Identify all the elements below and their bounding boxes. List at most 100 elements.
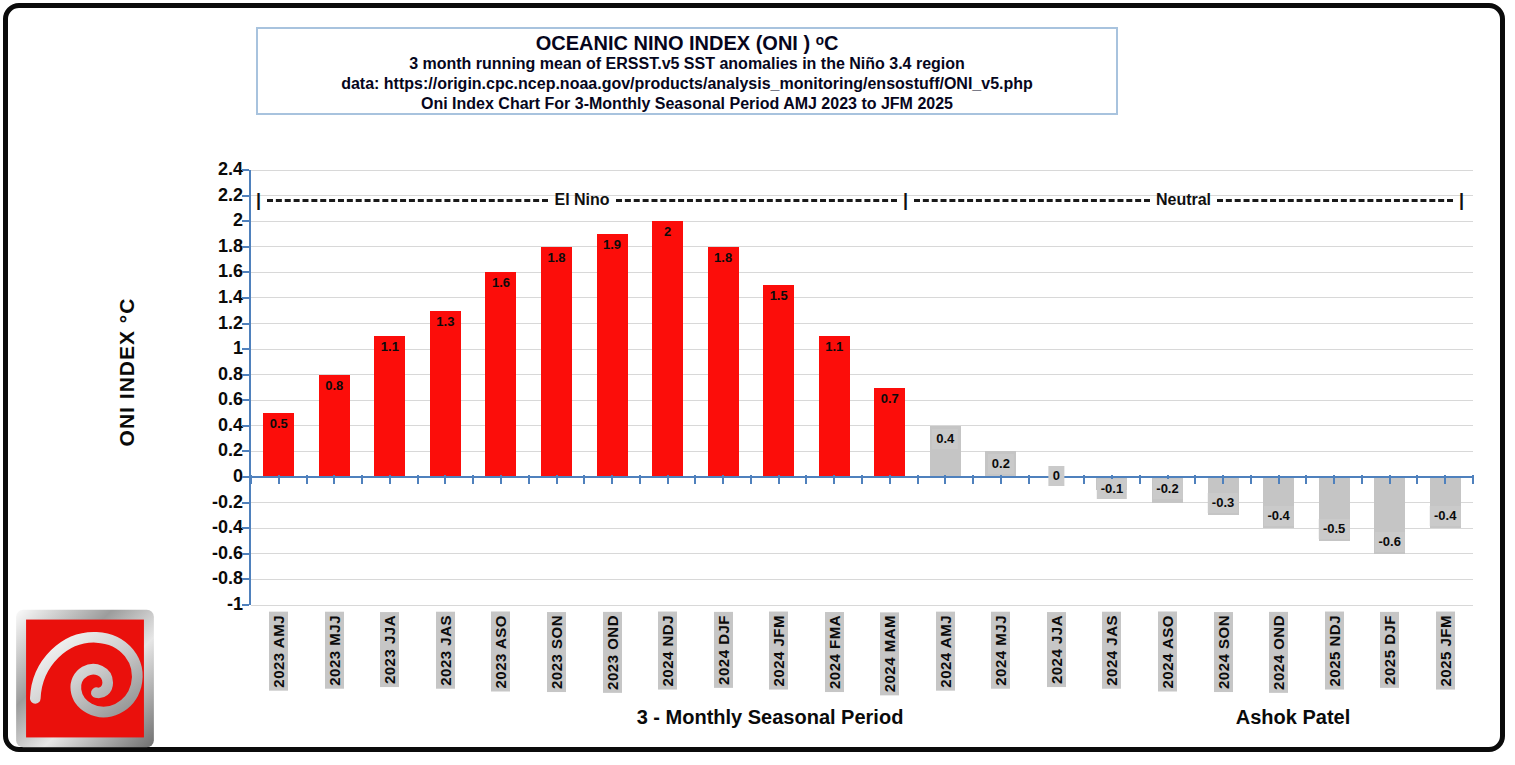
y-axis-title: ONI INDEX °C [115,298,139,447]
bar-value-label: 1.6 [492,275,510,291]
bar-2023-jja [374,336,405,477]
y-tick-label: -0.8 [189,568,243,589]
bar-2023-aso [485,272,516,477]
bar-value-label: 1.8 [714,250,732,266]
annotation-pipe: | [256,191,261,209]
bar-value-label: 0.8 [325,378,343,394]
x-axis-tick [694,475,696,484]
gridline [251,246,1473,247]
x-category-label-text: 2024 DJF [714,612,733,688]
x-category-label-text: 2024 NDJ [658,612,677,690]
x-axis-tick [833,475,835,484]
x-axis-tick [861,475,863,484]
x-category-label: 2024 JFM [767,612,791,690]
y-tick-label: 0.2 [189,440,243,461]
bar-value-label: 1.8 [547,250,565,266]
bar-2023-son [541,247,572,477]
x-axis-tick [750,475,752,484]
annotation-pipe: | [903,191,908,209]
x-axis-tick [1222,475,1224,484]
bar-value-label: -0.1 [1097,479,1127,499]
x-axis-tick [306,475,308,484]
gridline [251,170,1473,171]
x-axis-tick [472,475,474,484]
x-category-label-text: 2023 ASO [491,612,510,692]
x-axis-tick [1472,475,1474,484]
el-nino-label: El Nino [554,191,609,209]
y-tick-label: 1.2 [189,313,243,334]
x-axis-tick [361,475,363,484]
chart-title-box: OCEANIC NINO INDEX (ONI ) ᵒC 3 month run… [256,27,1118,115]
bar-value-label: 1.9 [603,237,621,253]
y-axis-tick [242,297,249,299]
x-category-label-text: 2023 AMJ [269,612,288,691]
bar-value-label: -0.3 [1208,493,1238,513]
bar-2023-ond [597,234,628,477]
y-tick-label: -0.4 [189,517,243,538]
x-axis-tick [1278,475,1280,484]
x-axis-tick [889,475,891,484]
y-axis-tick [242,169,249,171]
x-axis-tick [1194,475,1196,484]
y-tick-label: -1 [189,594,243,615]
y-axis-tick [242,604,249,606]
chart-subtitle: 3 month running mean of ERSST.v5 SST ano… [258,54,1116,74]
x-category-label: 2024 NDJ [656,612,680,690]
x-category-label-text: 2024 JFM [769,612,788,690]
y-axis-tick [242,502,249,504]
y-axis-line [249,170,251,605]
y-tick-label: 1.6 [189,261,243,282]
y-axis-tick [242,246,249,248]
bar-2024-ndj [652,221,683,477]
x-category-label-text: 2025 JFM [1436,612,1455,690]
x-category-label-text: 2024 ASO [1158,612,1177,692]
bar-2023-jas [430,311,461,477]
y-axis-tick [242,476,249,478]
y-axis-tick [242,578,249,580]
x-axis-tick [944,475,946,484]
x-axis-tick [1361,475,1363,484]
x-axis-tick [805,475,807,484]
x-axis-tick [972,475,974,484]
x-axis-tick [722,475,724,484]
y-axis-tick [242,195,249,197]
y-tick-label: 2.2 [189,185,243,206]
y-axis-tick [242,374,249,376]
bar-value-label: 1.5 [770,288,788,304]
x-category-label: 2024 JJA [1044,612,1068,687]
data-source-url: data: https://origin.cpc.ncep.noaa.gov/p… [258,74,1116,94]
y-axis-tick [242,553,249,555]
x-axis-tick [611,475,613,484]
y-tick-label: -0.6 [189,543,243,564]
x-category-label: 2025 JFM [1433,612,1457,690]
x-axis-tick [1444,475,1446,484]
x-category-label: 2024 DJF [711,612,735,688]
x-axis-tick [778,475,780,484]
y-axis-tick [242,220,249,222]
x-category-label-text: 2024 MJJ [991,612,1010,689]
x-category-label-text: 2023 JAS [436,612,455,689]
bar-value-label: -0.2 [1152,479,1182,499]
x-category-label-text: 2025 DJF [1380,612,1399,688]
bar-value-label: 0.2 [988,454,1014,474]
x-category-label-text: 2023 JJA [380,612,399,687]
y-tick-label: 1 [189,338,243,359]
x-axis-tick [1416,475,1418,484]
x-category-label: 2024 AMJ [933,612,957,691]
y-axis-tick [242,450,249,452]
x-category-label: 2024 OND [1267,612,1291,693]
x-category-label: 2024 SON [1211,612,1235,692]
x-category-label-text: 2024 AMJ [936,612,955,691]
x-category-label: 2023 AMJ [267,612,291,691]
bar-2024-djf [708,247,739,477]
bar-value-label: 0 [1049,466,1064,486]
x-axis-tick [1028,475,1030,484]
x-axis-tick [639,475,641,484]
bar-value-label: -0.4 [1263,506,1293,526]
x-category-label: 2025 DJF [1378,612,1402,688]
y-axis-tick [242,348,249,350]
x-category-label: 2025 NDJ [1322,612,1346,690]
y-axis-tick [242,271,249,273]
gridline [251,553,1473,554]
y-tick-label: 0.6 [189,389,243,410]
